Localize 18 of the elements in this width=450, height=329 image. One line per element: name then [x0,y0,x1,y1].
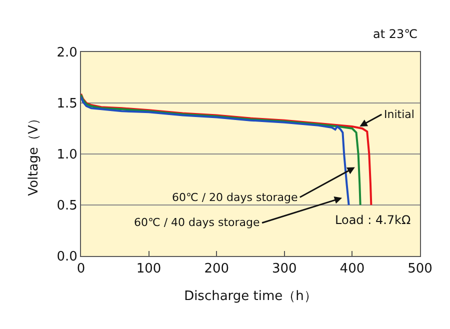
y-axis-title: Voltage（V） [26,112,42,196]
annotation: Load : 4.7kΩ [335,213,411,227]
x-tick-label: 100 [136,262,162,277]
annotation: 60℃ / 20 days storage [172,191,298,204]
y-tick-label: 0.5 [56,198,78,214]
x-tick-label: 300 [272,262,297,277]
x-axis-title: Discharge time（h） [184,289,317,304]
text: at 23℃ [373,27,418,41]
x-tick-label: 200 [204,262,230,277]
annotation: 60℃ / 40 days storage [134,216,260,229]
y-tick-label: 1.5 [56,96,78,112]
x-tick-label: 400 [340,262,365,277]
annotation: Initial [384,108,414,121]
x-tick-label: 0 [76,262,86,277]
x-tick-label: 500 [408,262,432,277]
y-tick-label: 2.0 [56,46,78,61]
y-tick-label: 1.0 [56,148,78,163]
y-tick-label: 0.0 [56,250,78,265]
